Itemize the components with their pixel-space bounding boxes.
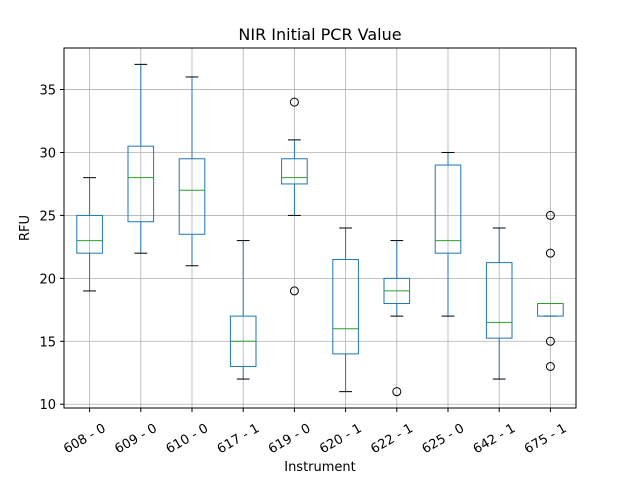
outlier-point (289, 286, 299, 296)
x-tick-label: 608 - 0 (61, 421, 108, 457)
outlier-point (289, 97, 299, 107)
y-tick-label: 35 (39, 84, 56, 99)
outlier-point (545, 210, 555, 220)
box-625-0 (434, 151, 462, 317)
outlier-point (545, 361, 555, 371)
x-tick-label: 675 - 1 (522, 421, 569, 457)
y-tick-label: 10 (39, 398, 56, 413)
y-tick-label: 30 (39, 146, 56, 161)
x-tick-label: 622 - 1 (368, 421, 415, 457)
x-tick-label: 619 - 0 (266, 421, 313, 457)
x-axis-label: Instrument (284, 460, 356, 475)
y-tick-label: 15 (39, 335, 56, 350)
boxes-layer (76, 63, 564, 397)
chart-title: NIR Initial PCR Value (238, 25, 401, 44)
y-tick-label: 25 (39, 209, 56, 224)
box-620-1 (332, 227, 359, 393)
x-tick-label: 620 - 1 (317, 421, 364, 457)
box-609-0 (127, 63, 155, 254)
outlier-point (545, 336, 555, 346)
iqr-box (434, 164, 462, 254)
outlier-point (545, 248, 555, 258)
box-617-1 (229, 240, 257, 380)
iqr-box (485, 262, 513, 339)
box-608-0 (76, 177, 103, 292)
box-610-0 (178, 76, 206, 267)
x-tick-label: 625 - 0 (420, 421, 467, 457)
x-tick-label: 610 - 0 (164, 421, 211, 457)
y-tick-label: 20 (39, 272, 56, 287)
box-619-0 (281, 97, 308, 296)
x-tick-label: 609 - 0 (112, 421, 159, 457)
iqr-box (178, 158, 206, 235)
iqr-box (127, 145, 155, 223)
iqr-box (76, 214, 103, 254)
outlier-point (392, 387, 402, 397)
ticks-layer: 10 15 20 25 30 35 608 - 0 609 - 0 610 - 0 617 - 1… (39, 84, 569, 458)
iqr-box (332, 258, 359, 355)
x-tick-label: 617 - 1 (215, 421, 262, 457)
box-642-1 (485, 227, 513, 380)
box-675-1 (537, 210, 564, 371)
plot-frame (63, 47, 577, 409)
iqr-box (281, 158, 308, 185)
y-axis-label: RFU (18, 215, 33, 241)
box-622-1 (383, 240, 411, 397)
x-tick-label: 642 - 1 (471, 421, 518, 457)
